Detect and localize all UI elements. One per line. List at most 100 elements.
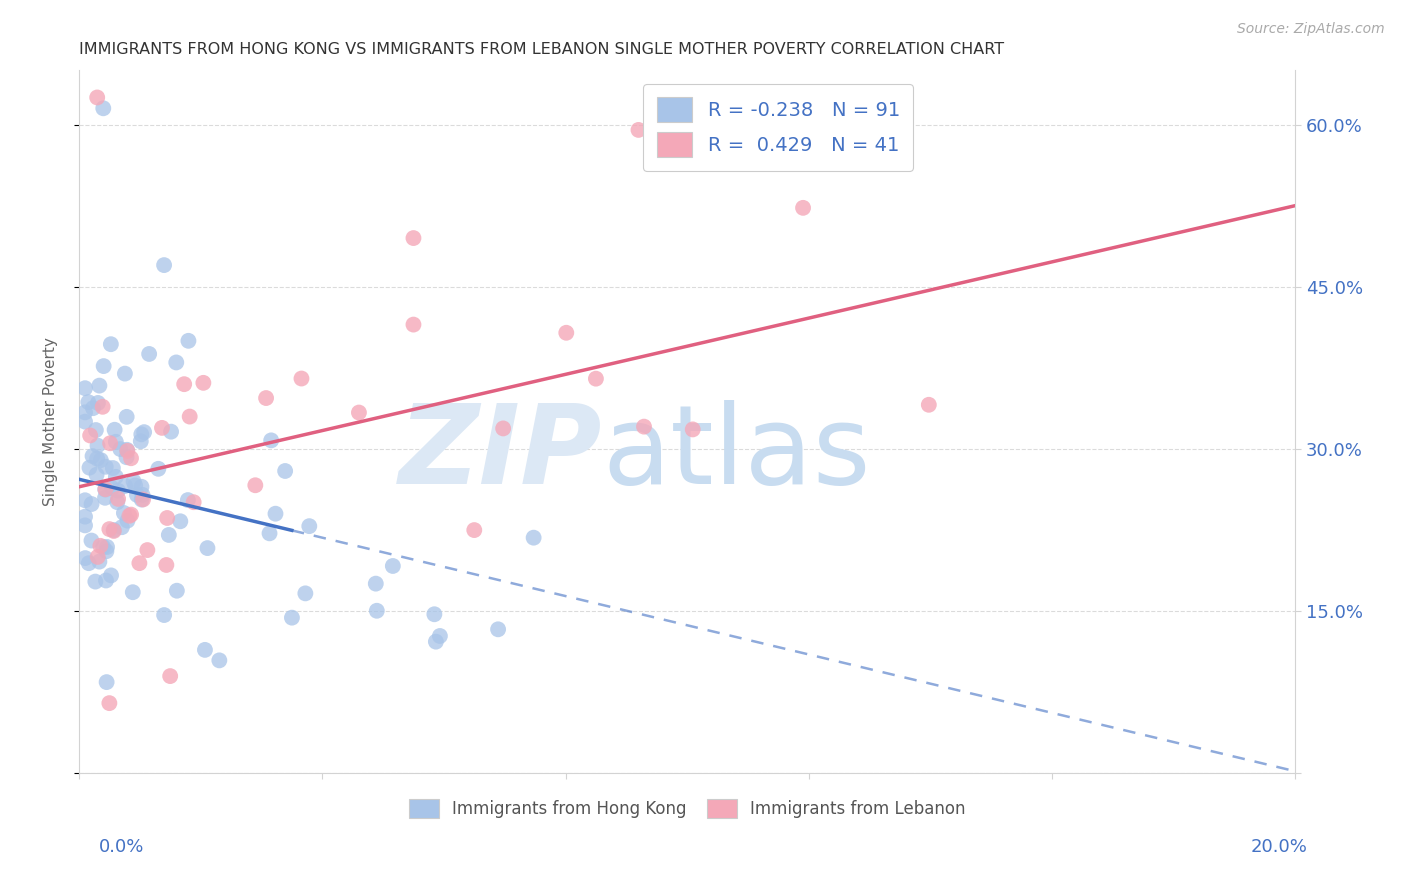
Point bbox=[682, 422, 704, 436]
Point bbox=[86, 451, 108, 466]
Legend: Immigrants from Hong Kong, Immigrants from Lebanon: Immigrants from Hong Kong, Immigrants fr… bbox=[402, 792, 972, 825]
Point bbox=[112, 506, 135, 520]
Text: 20.0%: 20.0% bbox=[1251, 838, 1308, 856]
Point bbox=[82, 449, 104, 463]
Point bbox=[73, 405, 96, 419]
Point bbox=[208, 653, 231, 667]
Point bbox=[80, 533, 103, 548]
Point bbox=[86, 549, 108, 564]
Point bbox=[125, 488, 148, 502]
Point bbox=[104, 434, 127, 449]
Point bbox=[86, 467, 108, 482]
Point bbox=[160, 425, 183, 439]
Point bbox=[131, 488, 153, 502]
Point bbox=[492, 421, 515, 435]
Point bbox=[101, 461, 124, 475]
Point bbox=[122, 475, 145, 489]
Point bbox=[193, 376, 215, 390]
Point bbox=[274, 464, 297, 478]
Point bbox=[425, 634, 447, 648]
Point bbox=[918, 398, 941, 412]
Point bbox=[120, 451, 142, 466]
Point bbox=[114, 479, 136, 493]
Text: ZIP: ZIP bbox=[398, 401, 602, 507]
Point bbox=[290, 371, 312, 385]
Point bbox=[98, 696, 121, 710]
Point bbox=[84, 574, 107, 589]
Point bbox=[103, 523, 125, 537]
Point bbox=[111, 520, 134, 534]
Point bbox=[124, 478, 146, 492]
Point bbox=[156, 511, 179, 525]
Point bbox=[117, 514, 139, 528]
Point bbox=[179, 409, 201, 424]
Point bbox=[96, 544, 118, 558]
Point bbox=[77, 556, 100, 570]
Point bbox=[75, 551, 97, 566]
Point bbox=[77, 395, 100, 409]
Text: atlas: atlas bbox=[602, 401, 870, 507]
Text: Source: ZipAtlas.com: Source: ZipAtlas.com bbox=[1237, 22, 1385, 37]
Point bbox=[110, 442, 132, 456]
Point bbox=[104, 470, 127, 484]
Point bbox=[79, 460, 101, 475]
Point bbox=[264, 507, 287, 521]
Point bbox=[91, 400, 114, 414]
Point bbox=[82, 401, 104, 416]
Point bbox=[298, 519, 321, 533]
Point bbox=[117, 443, 139, 458]
Point bbox=[294, 586, 316, 600]
Point bbox=[91, 540, 114, 554]
Point bbox=[402, 231, 425, 245]
Point bbox=[633, 419, 655, 434]
Point bbox=[91, 101, 114, 115]
Point bbox=[89, 555, 111, 569]
Point bbox=[347, 405, 370, 419]
Point bbox=[585, 372, 607, 386]
Point bbox=[136, 543, 159, 558]
Point bbox=[79, 428, 101, 442]
Point bbox=[177, 493, 200, 508]
Point bbox=[129, 434, 152, 449]
Point bbox=[84, 423, 107, 437]
Point bbox=[166, 583, 188, 598]
Point bbox=[555, 326, 578, 340]
Point bbox=[73, 381, 96, 395]
Point bbox=[73, 509, 96, 524]
Point bbox=[429, 629, 451, 643]
Point bbox=[118, 508, 141, 523]
Point bbox=[104, 423, 127, 437]
Point bbox=[93, 359, 115, 373]
Point bbox=[115, 442, 138, 457]
Point bbox=[87, 396, 110, 410]
Point bbox=[259, 526, 281, 541]
Point bbox=[100, 337, 122, 351]
Point bbox=[281, 610, 304, 624]
Point bbox=[120, 508, 142, 522]
Point bbox=[107, 483, 129, 498]
Point bbox=[169, 514, 191, 528]
Text: 0.0%: 0.0% bbox=[98, 838, 143, 856]
Point bbox=[165, 355, 187, 369]
Point bbox=[94, 491, 117, 505]
Point bbox=[105, 495, 128, 509]
Point bbox=[194, 643, 217, 657]
Point bbox=[131, 492, 153, 507]
Point bbox=[128, 556, 150, 570]
Point bbox=[73, 415, 96, 429]
Point bbox=[173, 377, 195, 392]
Point bbox=[101, 481, 124, 495]
Point bbox=[159, 669, 181, 683]
Point bbox=[94, 483, 117, 497]
Point bbox=[155, 558, 177, 572]
Point bbox=[150, 421, 173, 435]
Point bbox=[114, 367, 136, 381]
Point bbox=[94, 483, 117, 497]
Point bbox=[792, 201, 814, 215]
Point bbox=[381, 559, 404, 574]
Point bbox=[148, 462, 170, 476]
Point bbox=[366, 604, 388, 618]
Point bbox=[254, 391, 277, 405]
Point bbox=[86, 439, 108, 453]
Point bbox=[131, 427, 153, 442]
